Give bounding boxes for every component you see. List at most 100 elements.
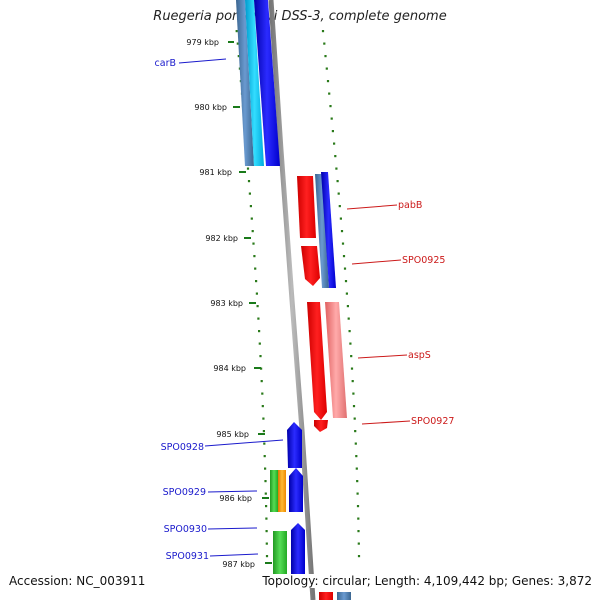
ring-dot	[255, 280, 258, 283]
ring-dot	[323, 42, 326, 45]
ring-dot	[258, 330, 261, 333]
ring-dot	[262, 417, 265, 420]
ring-dot	[357, 555, 361, 558]
tick-label: 984 kbp	[213, 364, 246, 373]
ring-dot	[347, 317, 350, 320]
tick-label: 980 kbp	[194, 103, 227, 112]
ring-dot	[262, 430, 265, 433]
gene-SPO0931-feature	[273, 523, 305, 576]
ring-dot	[261, 405, 264, 408]
gene-label-aspS[interactable]: aspS	[408, 350, 431, 361]
ring-dot	[259, 355, 262, 358]
topology-text: Topology: circular; Length: 4,109,442 bp…	[262, 574, 592, 588]
map-title: Ruegeria pomeroyi DSS-3, complete genome	[153, 9, 447, 24]
ring-dot	[325, 67, 328, 70]
gene-SPO0928-feature	[287, 422, 302, 468]
ring-dot	[354, 430, 357, 433]
ring-dot	[344, 280, 348, 283]
ring-dot	[335, 167, 338, 170]
ring-dot	[342, 255, 346, 258]
ring-dot	[247, 180, 251, 183]
ring-dot	[264, 492, 267, 495]
ring-dot	[357, 517, 360, 520]
ring-dot	[350, 367, 354, 370]
ring-dot	[324, 55, 327, 58]
tick-label: 982 kbp	[205, 234, 238, 243]
ring-dot	[265, 555, 269, 558]
ring-dot	[253, 255, 256, 258]
ring-dot	[355, 455, 358, 458]
gene-label-SPO0929[interactable]: SPO0929	[163, 487, 206, 498]
ring-dot	[357, 542, 360, 545]
ring-dot	[260, 380, 263, 383]
gene-label-pabB[interactable]: pabB	[398, 200, 422, 211]
ring-dot	[252, 242, 255, 245]
gene-label-SPO0927[interactable]: SPO0927	[411, 416, 454, 427]
gene-aspS-feature	[307, 302, 347, 432]
ring-dot	[251, 230, 254, 233]
ring-dot	[349, 342, 352, 345]
ring-dot	[330, 117, 333, 120]
gene-label-carB[interactable]: carB	[155, 58, 176, 69]
ring-dot	[236, 42, 239, 45]
ring-dot	[246, 167, 250, 170]
gene-pabB-feature	[297, 172, 336, 288]
ring-dot	[256, 305, 259, 308]
ring-dot	[235, 30, 238, 33]
ring-dot	[352, 392, 355, 395]
gene-label-SPO0925[interactable]: SPO0925	[402, 255, 445, 266]
tick-label: 987 kbp	[222, 560, 255, 569]
genome-backbone	[268, 0, 316, 600]
ring-dot	[265, 517, 268, 520]
ring-dot	[329, 105, 332, 108]
ring-dot	[321, 30, 325, 33]
ring-dot	[265, 505, 268, 508]
gene-label-SPO0930[interactable]: SPO0930	[164, 524, 207, 535]
ring-dot	[255, 292, 258, 295]
ring-dot	[351, 380, 354, 383]
ring-dot	[336, 180, 339, 183]
ring-dot	[339, 217, 342, 220]
ring-dot	[331, 130, 334, 133]
tick-labels: 979 kbp 980 kbp 981 kbp 982 kbp 983 kbp …	[186, 38, 255, 569]
ring-dot	[254, 267, 257, 270]
ring-dot	[341, 242, 345, 245]
gene-SPO0929-feature	[270, 468, 303, 512]
outer-ring-dots	[321, 30, 361, 558]
tick-label: 979 kbp	[186, 38, 219, 47]
ring-dot	[261, 392, 264, 395]
ring-dot	[354, 442, 357, 445]
ring-dot	[265, 542, 268, 545]
ring-dot	[348, 330, 351, 333]
ring-dot	[263, 442, 266, 445]
ring-dot	[357, 530, 360, 533]
gene-carB-feature	[236, 0, 280, 166]
ring-dot	[264, 480, 267, 483]
ring-dot	[248, 192, 251, 195]
ring-dot	[334, 155, 337, 158]
ring-dot	[237, 55, 240, 58]
tick-label: 983 kbp	[210, 299, 243, 308]
ring-dot	[263, 455, 266, 458]
accession-text: Accession: NC_003911	[9, 574, 146, 588]
ring-dot	[333, 142, 336, 145]
gene-labels: carB pabB SPO0925 aspS SPO0927 SPO0928 S…	[155, 58, 455, 562]
ring-dot	[260, 367, 263, 370]
ring-dot	[343, 267, 347, 270]
ring-dot	[264, 467, 267, 470]
ring-dot	[356, 492, 359, 495]
ring-dot	[337, 192, 340, 195]
ring-dot	[346, 305, 349, 308]
tick-marks	[228, 41, 272, 564]
gene-label-SPO0931[interactable]: SPO0931	[166, 551, 209, 562]
ring-dot	[340, 230, 344, 233]
ring-dot	[257, 317, 260, 320]
ring-dot	[326, 80, 330, 83]
bottom-edge-features	[319, 592, 351, 600]
gene-label-SPO0928[interactable]: SPO0928	[161, 442, 204, 453]
ring-dot	[258, 342, 261, 345]
ring-dot	[352, 405, 356, 408]
tick-label: 985 kbp	[216, 430, 249, 439]
